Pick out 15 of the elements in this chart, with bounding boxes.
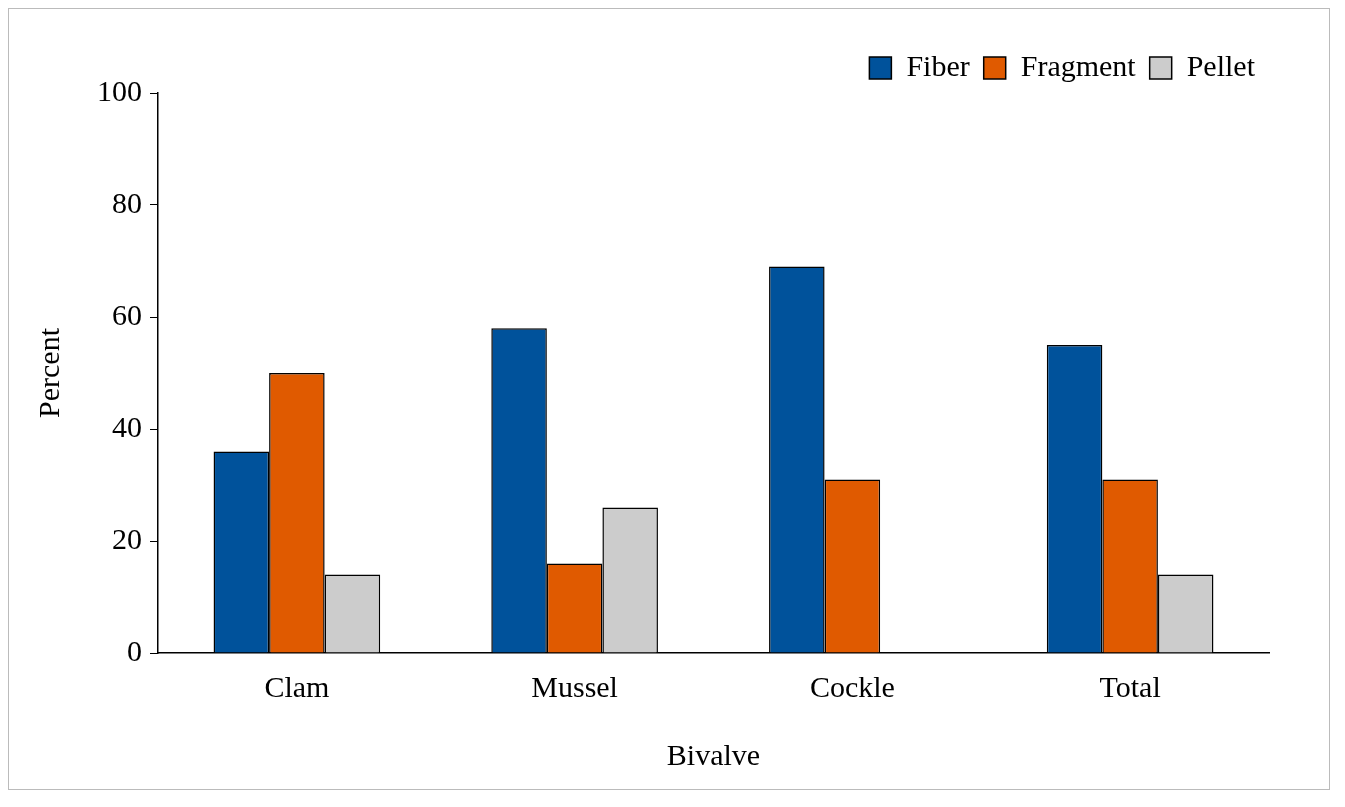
y-tick-label: 0 [127, 633, 142, 667]
y-tick-label: 40 [112, 409, 142, 443]
x-tick-label: Total [1099, 669, 1161, 703]
y-tick-label: 100 [97, 73, 142, 107]
legend-label: Fiber [906, 48, 970, 82]
x-tick-label: Mussel [531, 669, 618, 703]
y-axis-title: Percent [31, 327, 65, 418]
x-tick-label: Clam [264, 669, 330, 703]
x-tick-label: Cockle [809, 669, 895, 703]
x-axis-title: Bivalve [666, 737, 761, 771]
legend-label: Fragment [1020, 48, 1137, 82]
legend-label: Pellet [1186, 48, 1256, 82]
y-tick-label: 60 [112, 297, 142, 331]
y-tick-label: 80 [112, 185, 142, 219]
y-tick-label: 20 [112, 521, 142, 555]
